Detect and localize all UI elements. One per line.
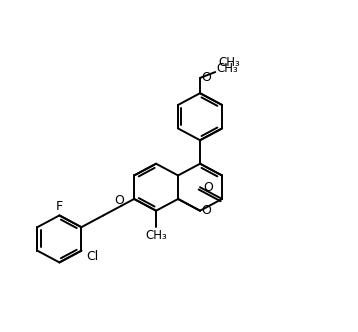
Text: O: O (114, 194, 124, 207)
Text: F: F (56, 200, 63, 213)
Text: CH₃: CH₃ (216, 62, 238, 75)
Text: Cl: Cl (86, 250, 98, 263)
Text: O: O (203, 181, 213, 194)
Text: O: O (202, 204, 211, 216)
Text: CH₃: CH₃ (219, 56, 241, 69)
Text: CH₃: CH₃ (145, 229, 167, 242)
Text: O: O (202, 71, 211, 84)
